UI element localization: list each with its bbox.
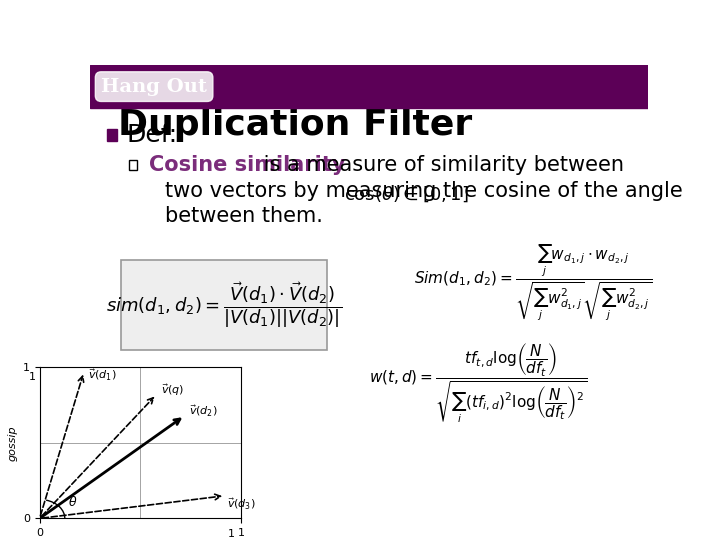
Y-axis label: gossip: gossip (7, 425, 17, 461)
Text: $\vec{v}(q)$: $\vec{v}(q)$ (161, 383, 184, 399)
Text: $Sim(d_1, d_2) = \dfrac{\sum_j w_{d_1,j} \cdot w_{d_2,j}}{\sqrt{\sum_j w_{d_1,j}: $Sim(d_1, d_2) = \dfrac{\sum_j w_{d_1,j}… (413, 243, 652, 323)
Text: is a measure of similarity between: is a measure of similarity between (258, 155, 624, 175)
Text: Duplication Filter: Duplication Filter (118, 109, 472, 143)
Text: $sim(d_1, d_2) = \dfrac{\vec{V}(d_1) \cdot \vec{V}(d_2)}{|V(d_1)||V(d_2)|}$: $sim(d_1, d_2) = \dfrac{\vec{V}(d_1) \cd… (106, 280, 342, 330)
Text: Def:: Def: (126, 123, 177, 147)
Text: Hang Out: Hang Out (101, 78, 207, 96)
Text: $w(t,d) = \dfrac{tf_{t,d} \log\!\left(\dfrac{N}{df_t}\right)}{\sqrt{\sum_i (tf_{: $w(t,d) = \dfrac{tf_{t,d} \log\!\left(\d… (369, 341, 588, 424)
Bar (121, 260, 327, 349)
Text: $\vec{v}(d_2)$: $\vec{v}(d_2)$ (189, 404, 217, 420)
Text: 1: 1 (29, 372, 35, 382)
Bar (129, 160, 138, 170)
Text: $\theta$: $\theta$ (68, 495, 77, 509)
Text: $\vec{v}(d_1)$: $\vec{v}(d_1)$ (88, 368, 117, 383)
Text: between them.: between them. (166, 206, 323, 226)
Text: Cosine similarity: Cosine similarity (148, 155, 345, 175)
Text: $\cos(\theta) \in [0,1]$: $\cos(\theta) \in [0,1]$ (344, 185, 469, 204)
Bar (90, 65, 648, 109)
Text: two vectors by measuring the cosine of the angle: two vectors by measuring the cosine of t… (166, 181, 683, 201)
Text: 1: 1 (228, 529, 235, 539)
Text: $\vec{v}(d_3)$: $\vec{v}(d_3)$ (227, 496, 256, 511)
Bar (107, 129, 117, 141)
